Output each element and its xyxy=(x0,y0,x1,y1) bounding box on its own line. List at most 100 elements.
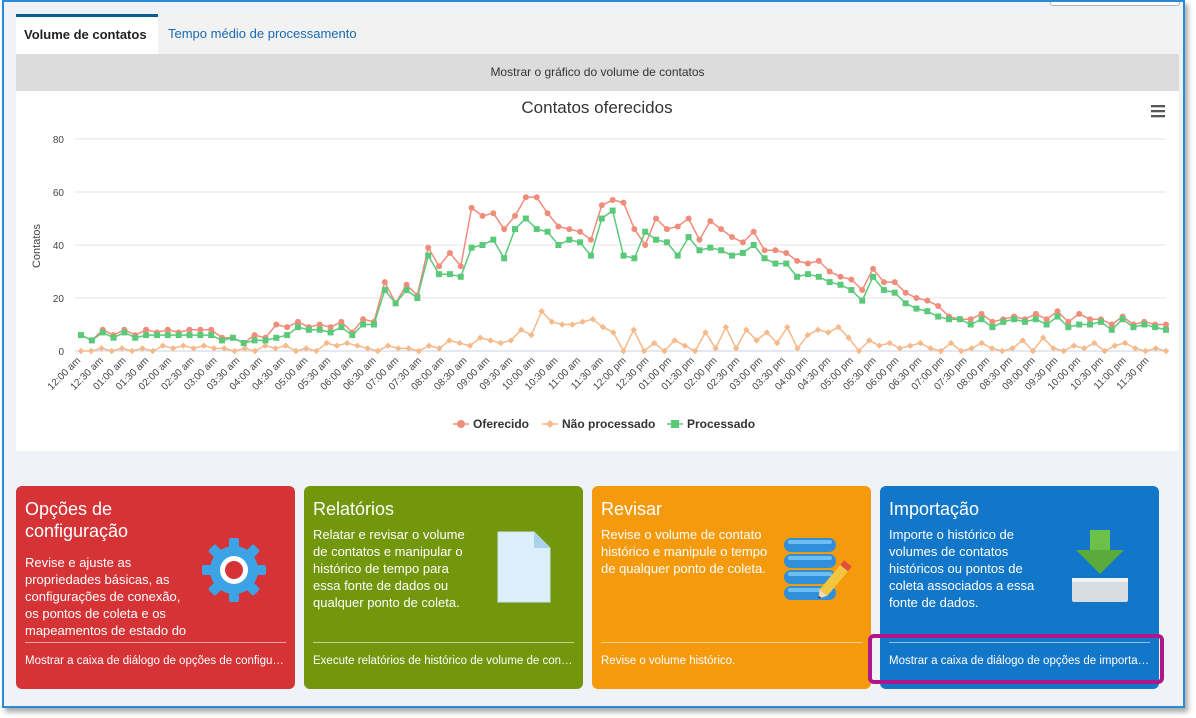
data-point[interactable] xyxy=(528,331,535,339)
data-point[interactable] xyxy=(1087,316,1094,323)
data-point[interactable] xyxy=(924,308,931,315)
data-point[interactable] xyxy=(456,339,463,347)
data-point[interactable] xyxy=(405,345,412,352)
data-point[interactable] xyxy=(671,337,678,344)
data-point[interactable] xyxy=(200,342,208,349)
data-point[interactable] xyxy=(360,316,367,323)
data-point[interactable] xyxy=(295,318,301,325)
data-point[interactable] xyxy=(316,326,323,333)
data-point[interactable] xyxy=(186,326,193,333)
data-point[interactable] xyxy=(729,234,735,241)
data-point[interactable] xyxy=(284,332,291,339)
data-point[interactable] xyxy=(906,342,914,349)
data-point[interactable] xyxy=(544,210,551,217)
data-point[interactable] xyxy=(229,334,236,341)
data-point[interactable] xyxy=(1132,345,1139,352)
data-point[interactable] xyxy=(316,321,323,328)
data-point[interactable] xyxy=(1076,310,1083,317)
data-point[interactable] xyxy=(718,226,725,233)
data-point[interactable] xyxy=(1163,326,1169,333)
data-point[interactable] xyxy=(479,242,486,248)
data-point[interactable] xyxy=(533,226,540,233)
data-point[interactable] xyxy=(691,347,699,355)
data-point[interactable] xyxy=(295,324,301,331)
data-point[interactable] xyxy=(707,244,714,251)
data-point[interactable] xyxy=(522,215,529,222)
data-point[interactable] xyxy=(978,339,985,347)
data-point[interactable] xyxy=(436,271,443,278)
data-point[interactable] xyxy=(696,236,703,243)
data-point[interactable] xyxy=(262,342,269,349)
data-point[interactable] xyxy=(1032,316,1039,323)
data-point[interactable] xyxy=(815,273,822,280)
data-point[interactable] xyxy=(555,242,562,248)
data-point[interactable] xyxy=(132,334,139,341)
data-point[interactable] xyxy=(859,297,866,304)
data-point[interactable] xyxy=(1152,345,1159,352)
data-point[interactable] xyxy=(640,347,648,355)
data-point[interactable] xyxy=(577,239,584,246)
data-point[interactable] xyxy=(750,242,757,248)
data-point[interactable] xyxy=(1119,316,1126,323)
data-point[interactable] xyxy=(685,215,692,222)
data-point[interactable] xyxy=(610,329,617,336)
data-point[interactable] xyxy=(197,326,204,333)
data-point[interactable] xyxy=(642,228,649,235)
data-point[interactable] xyxy=(902,289,909,296)
data-point[interactable] xyxy=(1097,318,1104,325)
data-point[interactable] xyxy=(476,334,484,341)
legend-item[interactable]: Oferecido xyxy=(453,417,529,431)
data-point[interactable] xyxy=(548,318,556,326)
data-point[interactable] xyxy=(1011,316,1018,323)
data-point[interactable] xyxy=(674,252,681,259)
data-point[interactable] xyxy=(1043,316,1050,323)
data-point[interactable] xyxy=(338,324,345,331)
data-point[interactable] xyxy=(349,332,356,339)
data-point[interactable] xyxy=(761,255,768,262)
data-point[interactable] xyxy=(891,289,898,296)
data-point[interactable] xyxy=(988,345,996,352)
data-point[interactable] xyxy=(653,236,660,243)
data-point[interactable] xyxy=(631,255,638,262)
data-point[interactable] xyxy=(338,318,345,325)
data-point[interactable] xyxy=(446,271,453,278)
data-point[interactable] xyxy=(240,340,247,347)
card-configuration-options[interactable]: Opções de configuração Revise e ajuste a… xyxy=(16,486,295,689)
data-point[interactable] xyxy=(598,215,605,222)
data-point[interactable] xyxy=(108,347,115,355)
data-point[interactable] xyxy=(653,215,660,222)
data-point[interactable] xyxy=(1080,345,1088,352)
data-point[interactable] xyxy=(381,279,388,286)
data-point[interactable] xyxy=(354,342,361,349)
data-point[interactable] xyxy=(876,342,883,349)
data-point[interactable] xyxy=(208,326,215,333)
data-point[interactable] xyxy=(870,265,877,272)
data-point[interactable] xyxy=(804,260,811,267)
data-point[interactable] xyxy=(783,249,790,256)
data-point[interactable] xyxy=(457,273,464,280)
data-point[interactable] xyxy=(783,260,790,267)
data-point[interactable] xyxy=(490,236,497,243)
data-point[interactable] xyxy=(533,194,540,201)
data-point[interactable] xyxy=(825,329,832,336)
data-point[interactable] xyxy=(773,339,781,347)
data-point[interactable] xyxy=(870,273,877,280)
data-point[interactable] xyxy=(1162,347,1170,355)
data-point[interactable] xyxy=(794,273,801,280)
data-point[interactable] xyxy=(685,234,692,241)
data-point[interactable] xyxy=(490,210,497,217)
data-point[interactable] xyxy=(946,316,952,323)
data-point[interactable] xyxy=(814,326,822,333)
data-point[interactable] xyxy=(859,287,866,294)
card-link[interactable]: Mostrar a caixa de diálogo de opções de … xyxy=(25,655,287,667)
data-point[interactable] xyxy=(707,218,714,225)
data-point[interactable] xyxy=(978,310,985,317)
data-point[interactable] xyxy=(891,279,898,286)
data-point[interactable] xyxy=(1121,339,1129,347)
data-point[interactable] xyxy=(702,329,709,336)
data-point[interactable] xyxy=(323,339,330,347)
data-point[interactable] xyxy=(395,345,402,352)
data-point[interactable] xyxy=(501,226,508,233)
data-point[interactable] xyxy=(924,297,931,304)
data-point[interactable] xyxy=(739,239,746,246)
